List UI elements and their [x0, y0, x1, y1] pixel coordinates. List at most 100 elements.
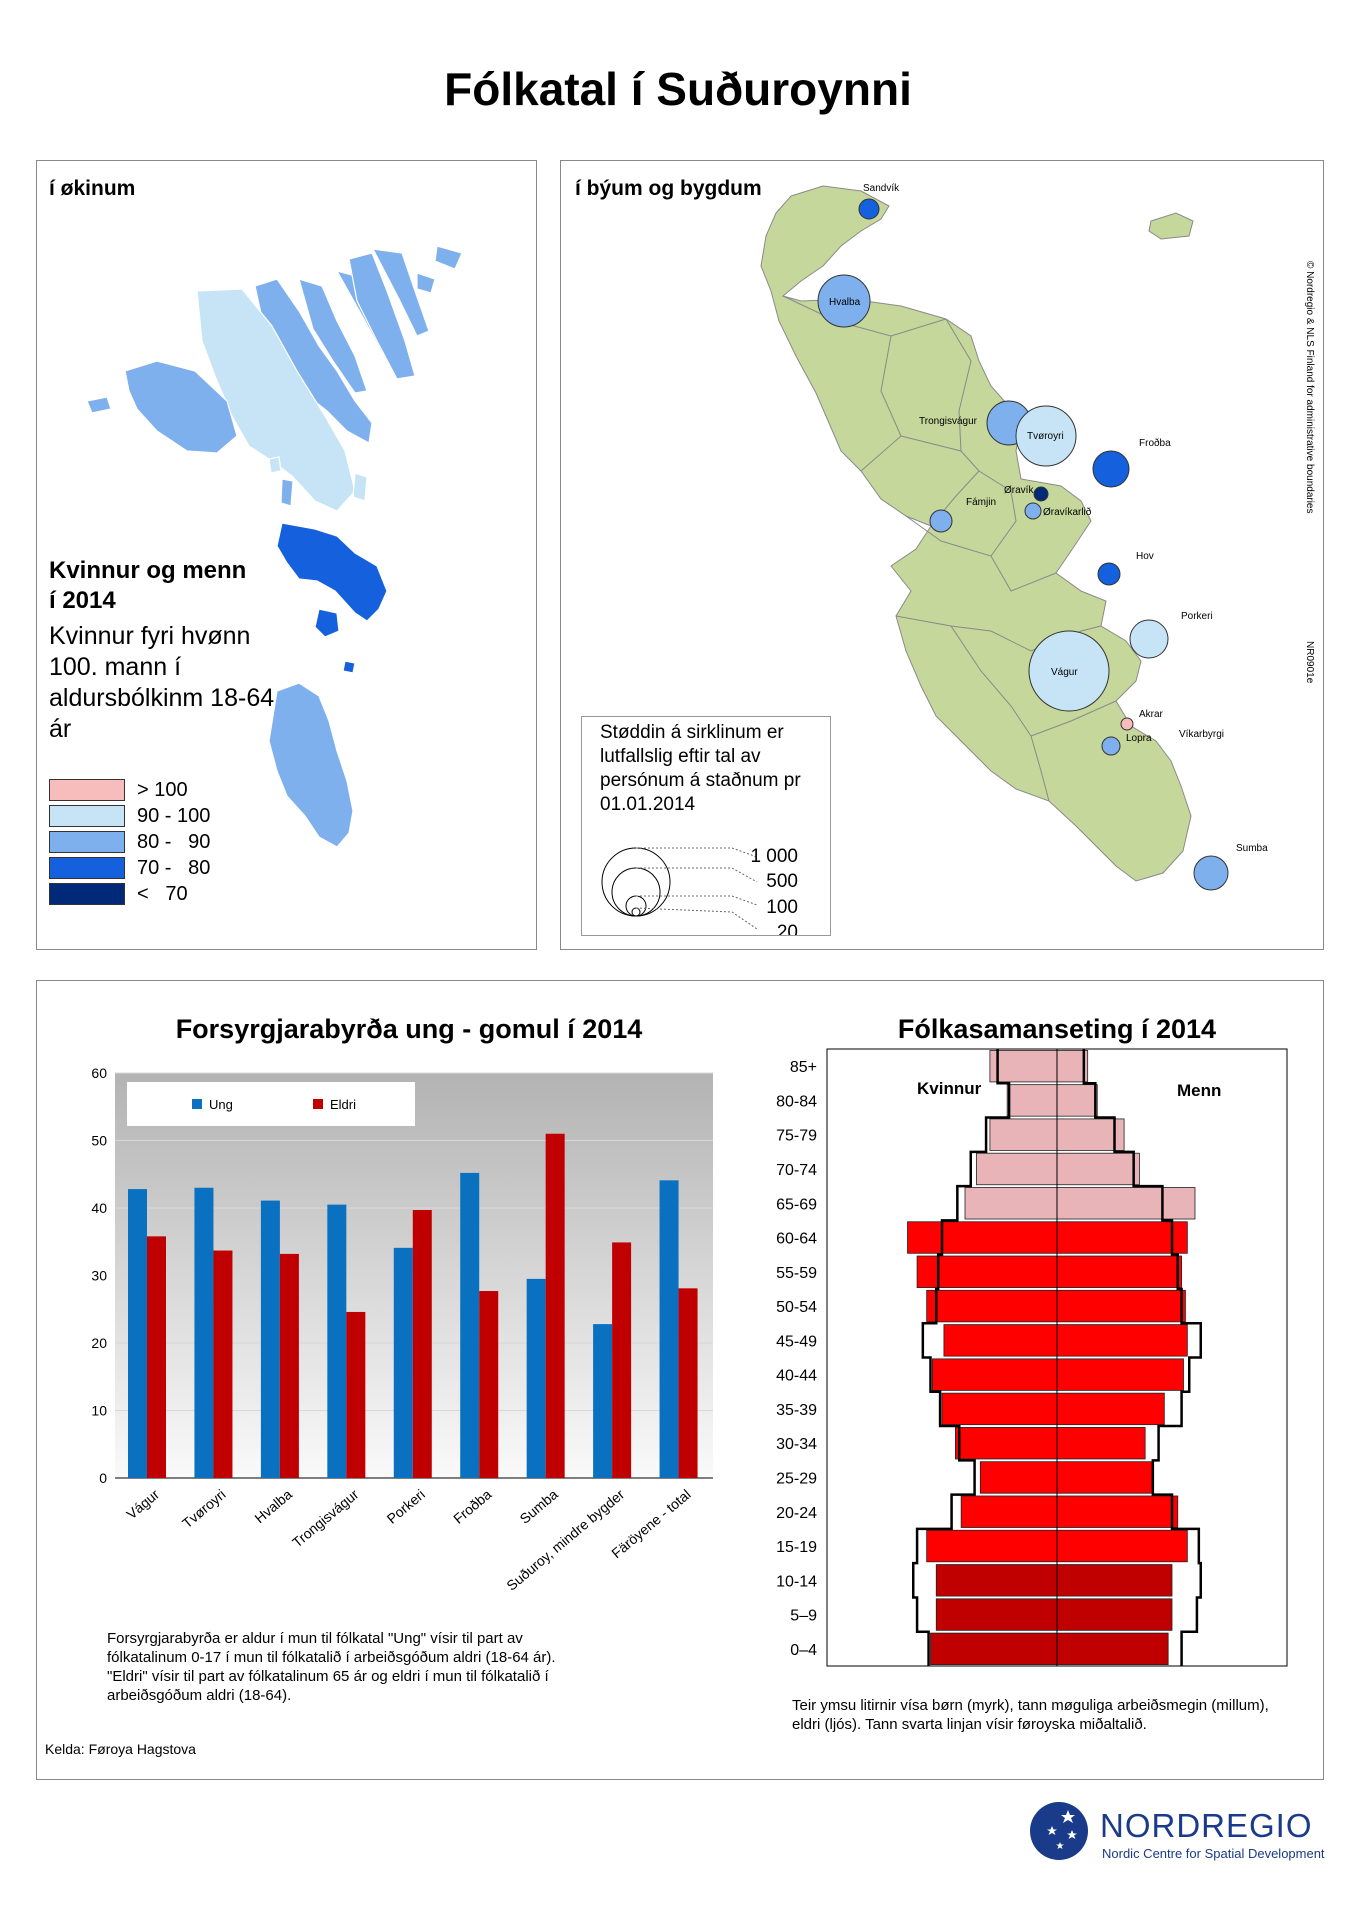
legend-swatch-0 — [49, 779, 125, 801]
x-tick-label-1: Tvøroyri — [179, 1486, 229, 1531]
bar-eldri-2 — [279, 1253, 299, 1478]
legend-label-2: 80 - 90 — [137, 831, 211, 853]
legend-label-ung: Ung — [209, 1097, 233, 1112]
age-label-6: 55-59 — [776, 1265, 817, 1282]
legend-swatch-3 — [49, 857, 125, 879]
age-label-17: 0–4 — [790, 1642, 817, 1659]
x-tick-label-6: Sumba — [517, 1486, 561, 1527]
circle-sumba — [1193, 855, 1229, 891]
age-label-16: 5–9 — [790, 1608, 817, 1625]
label-sumba: Sumba — [1236, 843, 1268, 854]
size-label-20: 20 — [777, 922, 798, 935]
label-famjin: Fámjin — [966, 497, 996, 508]
municipal-border-9 — [1030, 700, 1117, 737]
pyramid-bar-kvinnur-17 — [930, 1632, 1058, 1666]
island-vidoy — [371, 248, 430, 337]
pyramid-bar-menn-9 — [1056, 1358, 1184, 1391]
pyramid-bar-kvinnur-4 — [964, 1187, 1058, 1220]
age-label-14: 15-19 — [776, 1539, 817, 1556]
pyramid-bar-menn-6 — [1056, 1255, 1182, 1288]
island-fugloy — [434, 245, 463, 270]
age-label-15: 10-14 — [776, 1573, 817, 1590]
label-lopra: Lopra — [1126, 733, 1152, 744]
age-label-3: 70-74 — [776, 1162, 817, 1179]
pyramid-bar-menn-17 — [1056, 1632, 1169, 1666]
pyramid-bar-menn-5 — [1056, 1221, 1188, 1254]
dependency-chart-title: Forsyrgjarabyrða ung - gomul í 2014 — [176, 1014, 643, 1044]
pyramid-bar-kvinnur-5 — [907, 1221, 1058, 1254]
island-stora-dimun — [342, 660, 356, 674]
x-tick-label-4: Porkeri — [384, 1486, 428, 1527]
legend-swatch-ung — [192, 1099, 202, 1109]
legend-label-3: 70 - 80 — [137, 857, 211, 879]
suduroy-map: Sandvík Hvalba Trongisvágur Tvøroyri Fro… — [760, 183, 1315, 891]
region-map-panel: í økinum Kvinnur og menn í 2014 K — [36, 160, 537, 950]
municipal-border-10 — [1030, 735, 1050, 802]
islet-lítla-dímun — [1148, 212, 1194, 240]
pyramid-bar-menn-16 — [1056, 1598, 1173, 1631]
island-vagar — [124, 360, 238, 454]
pyramid-bar-menn-8 — [1056, 1324, 1188, 1357]
bar-ung-0 — [128, 1189, 147, 1478]
municipal-border-4 — [945, 318, 972, 452]
island-nolsoy — [352, 472, 368, 502]
pyramid-bar-menn-13 — [1056, 1495, 1179, 1528]
pyramid-bar-kvinnur-1 — [1006, 1084, 1058, 1117]
y-tick-label-40: 40 — [91, 1200, 107, 1216]
charts-panel: Forsyrgjarabyrða ung - gomul í 2014 0 10 2… — [36, 980, 1324, 1780]
region-legend: > 100 90 - 100 80 - 90 70 - 80 < 70 — [49, 779, 249, 909]
island-svinoy — [416, 272, 436, 294]
legend-label-4: < 70 — [137, 883, 188, 905]
island-skuvoy — [314, 608, 340, 638]
age-label-10: 35-39 — [776, 1402, 817, 1419]
circle-hvalba — [817, 274, 871, 328]
size-legend-circles: 1 000 500 100 20 — [601, 846, 798, 935]
pyramid-bar-kvinnur-9 — [932, 1358, 1058, 1391]
pyramid-bars — [907, 1049, 1196, 1666]
bar-ung-4 — [393, 1247, 413, 1478]
bar-ung-6 — [526, 1278, 546, 1478]
size-leader-100 — [636, 895, 758, 906]
island-sandoy — [276, 522, 388, 622]
island-suduroy — [268, 682, 354, 848]
age-label-0: 85+ — [790, 1059, 817, 1076]
region-legend-subtitle: Kvinnur fyri hvønn 100. mann í aldursból… — [49, 622, 275, 743]
bar-ung-2 — [260, 1200, 280, 1478]
region-map-title: í økinum — [49, 177, 136, 200]
pyramid-bar-menn-4 — [1056, 1187, 1196, 1220]
pyramid-bar-kvinnur-7 — [926, 1289, 1058, 1323]
average-outline-menn — [1082, 1049, 1202, 1666]
bar-ung-8 — [659, 1180, 679, 1478]
size-circle-20 — [631, 907, 641, 917]
bar-ung-5 — [460, 1172, 480, 1478]
size-label-500: 500 — [766, 871, 798, 892]
age-label-1: 80-84 — [776, 1093, 817, 1110]
pyramid-bar-menn-12 — [1056, 1461, 1154, 1494]
label-trongisvagur: Trongisvágur — [919, 416, 978, 427]
x-tick-label-3: Trongisvágur — [289, 1486, 362, 1551]
municipal-border-2 — [860, 335, 902, 472]
source-text: Kelda: Føroya Hagstova — [45, 1741, 196, 1757]
age-label-8: 45-49 — [776, 1333, 817, 1350]
towns-map-panel: í býum og bygdum — [560, 160, 1324, 950]
island-hestur — [280, 478, 294, 507]
y-tick-label-60: 60 — [91, 1065, 107, 1081]
legend-label-0: > 100 — [137, 779, 188, 801]
municipal-border-8 — [950, 625, 1032, 737]
circle-tvoroyri — [1015, 405, 1077, 467]
bar-eldri-5 — [479, 1291, 499, 1478]
bar-eldri-0 — [147, 1236, 166, 1478]
pyramid-bar-menn-1 — [1056, 1084, 1098, 1117]
size-circle-100 — [625, 895, 647, 917]
dependency-chart: Forsyrgjarabyrða ung - gomul í 2014 0 10 2… — [91, 1014, 713, 1594]
y-tick-label-0: 0 — [99, 1470, 107, 1486]
map-credit: © Nordregio & NLS Finland for administra… — [1304, 261, 1315, 514]
municipal-border-7 — [895, 615, 1102, 652]
municipal-border-1 — [782, 295, 947, 337]
pyramid-right-label: Menn — [1177, 1081, 1221, 1100]
y-tick-label-10: 10 — [91, 1403, 107, 1419]
pyramid-bar-menn-14 — [1056, 1529, 1188, 1563]
pyramid-bar-menn-0 — [1056, 1049, 1089, 1083]
star-icon — [1047, 1810, 1077, 1849]
map-id: NR0901e — [1304, 641, 1315, 684]
